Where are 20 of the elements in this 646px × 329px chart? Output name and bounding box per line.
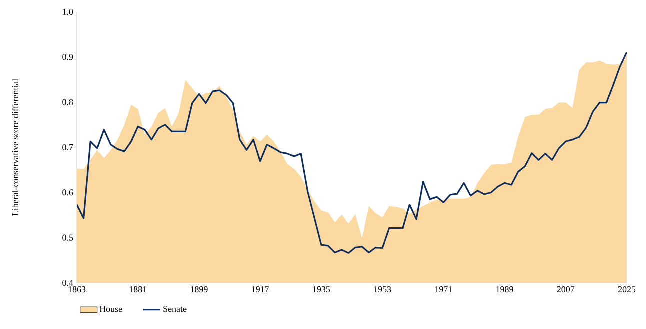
y-tick-label: 0.9 (62, 54, 74, 60)
x-tick-label: 2007 (557, 286, 575, 293)
y-tick-label: 0.7 (62, 144, 74, 151)
x-tick-label: 1953 (374, 286, 392, 293)
x-tick-label: 1989 (496, 286, 514, 293)
x-tick-label: 2025 (618, 286, 636, 293)
y-tick-label: 0.5 (62, 234, 74, 241)
y-tick-label: 0.8 (62, 99, 74, 106)
y-tick-label: 1.0 (63, 8, 74, 16)
legend-label: House (100, 306, 122, 312)
x-tick-label: 1899 (191, 286, 208, 293)
y-tick-label: 0.4 (62, 280, 74, 286)
x-tick-label: 1971 (435, 286, 452, 293)
x-tick-label: 1881 (130, 286, 147, 293)
y-tick-label: 0.6 (62, 190, 74, 196)
x-tick-label: 1863 (68, 286, 86, 293)
y-axis-title: Liberal-conservative score differential (12, 79, 18, 216)
legend-label: Senate (164, 306, 187, 312)
x-tick-label: 1917 (252, 286, 270, 293)
x-tick-label: 1935 (313, 286, 330, 293)
